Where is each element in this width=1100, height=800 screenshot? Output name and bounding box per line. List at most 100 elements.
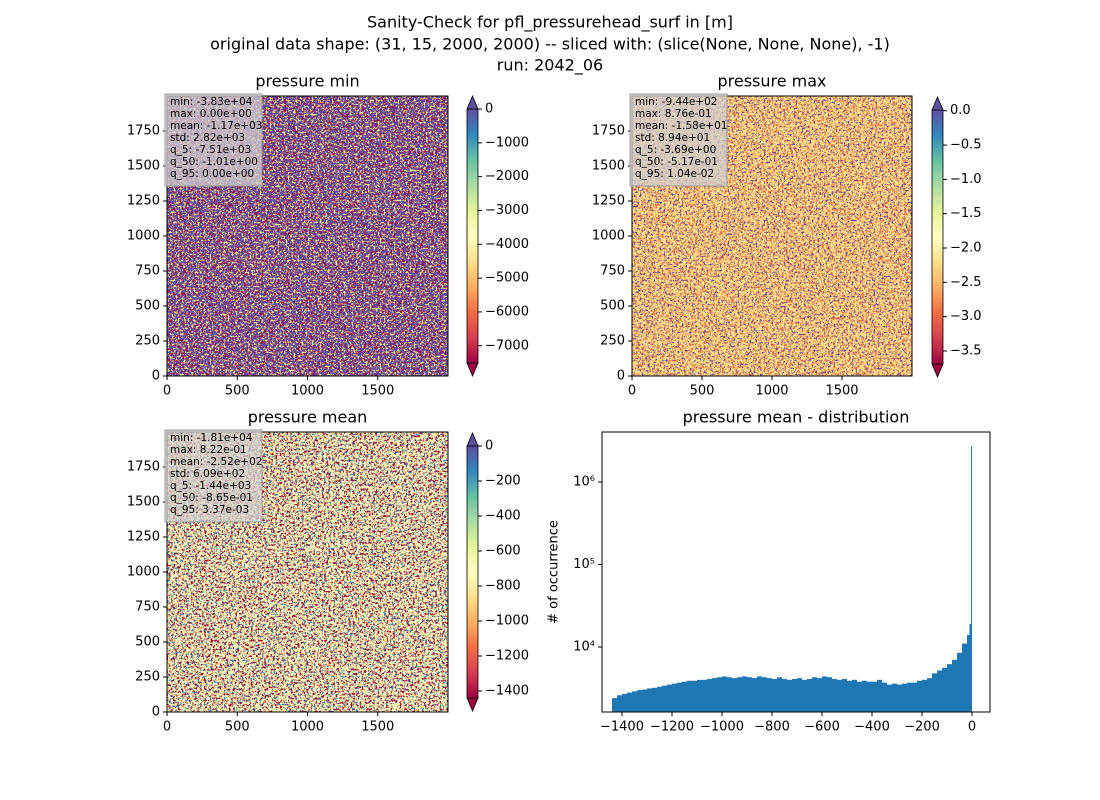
histogram-bar [672,683,677,712]
y-tick-label: 1250 [127,194,160,209]
histogram-bar [742,676,747,712]
colorbar-tick-label: −1.5 [950,206,982,221]
histogram-bar [732,678,737,712]
histogram-bar [817,678,822,712]
colorbar-tick-label: −2000 [485,169,529,184]
histogram-bar [867,681,872,712]
histogram-bar [697,679,702,712]
stats-line: q_5: -3.69e+00 [635,144,716,156]
histogram-bar [682,681,687,712]
stats-line: max: 8.76e-01 [635,108,712,120]
histogram-bar [822,676,827,712]
histogram-bar [937,670,942,712]
histogram-bar [707,678,712,712]
histogram-bar [647,688,652,712]
colorbar-extend [931,363,944,379]
axes-frame [166,95,449,377]
y-tick-label: 500 [135,299,160,314]
histogram-bar [832,678,837,712]
histogram-bar [862,680,867,712]
histogram-bar [777,677,782,712]
histogram-bar [812,677,817,712]
y-tick-label: 0 [617,369,625,384]
histogram-bar [932,673,937,712]
y-tick-label: 500 [135,635,160,650]
y-tick-label: 0 [152,369,160,384]
colorbar-tick-label: −600 [485,544,521,559]
stats-line: mean: -1.17e+03 [170,120,262,132]
colorbar-tick-label: −7000 [485,338,529,353]
x-tick-label: 500 [690,384,715,399]
histogram-bar [762,677,767,712]
y-tick-label: 1000 [592,229,625,244]
stats-line: max: 0.00e+00 [170,108,252,120]
y-tick-label: 10⁵ [573,557,595,572]
stats-line: max: 8.22e-01 [170,444,247,456]
histogram-bar [692,680,697,712]
suptitle: Sanity-Check for pfl_pressurehead_surf i… [367,13,733,33]
histogram-bar [662,685,667,712]
y-tick-label: 500 [600,299,625,314]
histogram-bar [767,678,772,712]
histogram-bar [872,681,877,712]
axes-title: pressure max [717,72,826,91]
colorbar-extend [466,697,479,713]
histogram-bar [677,682,682,712]
stats-line: std: 8.94e+01 [635,132,710,144]
x-tick-label: −1000 [700,720,744,735]
stats-line: min: -9.44e+02 [635,96,717,108]
y-tick-label: 250 [135,670,160,685]
y-tick-label: 750 [135,600,160,615]
x-tick-label: 1500 [361,384,394,399]
y-tick-label: 1500 [592,159,625,174]
histogram-bar [902,683,907,712]
y-tick-label: 1000 [127,565,160,580]
y-axis-label: # of occurrence [547,520,562,624]
y-tick-label: 1000 [127,229,160,244]
colorbar-tick-label: −6000 [485,304,529,319]
stats-line: q_95: 0.00e+00 [170,168,254,180]
colorbar-extend [466,431,479,447]
histogram-bar [971,446,972,712]
stats-line: min: -1.81e+04 [170,432,253,444]
stats-box [629,93,728,187]
histogram-bar [757,676,762,712]
colorbar-tick-label: −1200 [485,649,529,664]
x-tick-label: 1500 [361,720,394,735]
y-tick-label: 250 [600,334,625,349]
histogram-bar [842,678,847,712]
x-tick-label: 500 [225,384,250,399]
x-tick-label: 500 [225,720,250,735]
stats-line: q_50: -5.17e-01 [635,156,718,168]
colorbar-extend [466,94,479,110]
histogram-bar [882,682,887,712]
histogram-bar [737,677,742,712]
histogram-bar [702,679,707,712]
x-tick-label: −400 [854,720,890,735]
stats-line: q_5: -1.44e+03 [170,480,251,492]
colorbar-tick-label: −1400 [485,684,529,699]
stats-box [164,93,263,187]
axes-frame [631,95,913,377]
histogram-bar [887,684,892,712]
y-tick-label: 0 [152,705,160,720]
colorbar [466,108,479,364]
histogram-bar [652,687,657,712]
colorbar-tick-label: 0.0 [950,103,971,118]
histogram-bar [969,624,971,712]
histogram-bar [852,679,857,712]
colorbar [466,445,479,699]
x-tick-label: −800 [754,720,790,735]
y-tick-label: 1500 [127,495,160,510]
stats-line: min: -3.83e+04 [170,96,253,108]
histogram-bar [922,679,927,712]
x-tick-label: 1000 [755,384,788,399]
histogram-bar [847,680,852,712]
histogram-bar [722,676,727,712]
histogram-bar [642,689,647,712]
colorbar-tick-label: −3000 [485,203,529,218]
histogram-bar [897,684,902,712]
histogram-bar [612,698,617,712]
y-tick-label: 1750 [127,460,160,475]
